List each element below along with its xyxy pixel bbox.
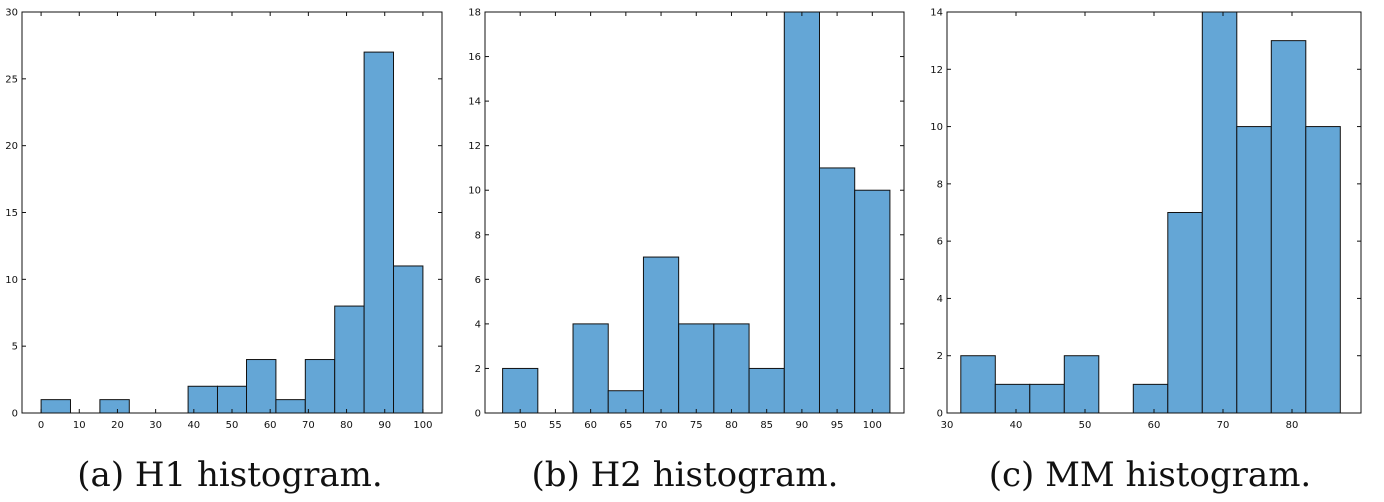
histogram-h2-chart: 50 55 60 65 70 75 80 85 90 95 100 0 2 4 6 8 10 12 14 16 18 bbox=[468, 8, 905, 431]
bar-mm-9 bbox=[1270, 40, 1307, 414]
bar-h2-10 bbox=[854, 189, 891, 414]
x-tick-label: 90 bbox=[378, 420, 391, 431]
histogram-h1-panel: 0 10 20 30 40 50 60 70 80 90 100 0 5 10 15 20 25 30 bbox=[0, 0, 450, 431]
x-tick-label: 65 bbox=[619, 420, 632, 431]
histogram-mm-panel: 30 40 50 60 70 80 0 2 4 6 8 10 12 14 bbox=[910, 0, 1380, 431]
bar-h2-4 bbox=[642, 256, 680, 414]
caption-h1: (a) H1 histogram. bbox=[77, 455, 383, 495]
x-tick-label: 100 bbox=[413, 420, 432, 431]
x-tick-label: 70 bbox=[1217, 420, 1230, 431]
y-tick-label: 6 bbox=[937, 237, 943, 248]
x-tick-label: 60 bbox=[584, 420, 597, 431]
x-tick-label: 20 bbox=[111, 420, 124, 431]
x-tick-label: 60 bbox=[1148, 420, 1161, 431]
x-tick-label: 95 bbox=[831, 420, 844, 431]
x-tick-label: 10 bbox=[73, 420, 86, 431]
y-tick-label: 12 bbox=[468, 141, 481, 152]
y-tick-label: 6 bbox=[475, 275, 481, 286]
y-tick-label: 14 bbox=[468, 97, 481, 108]
y-tick-label: 16 bbox=[468, 52, 481, 63]
bar-h2-8 bbox=[783, 11, 820, 414]
x-tick-label: 40 bbox=[187, 420, 200, 431]
y-tick-label: 20 bbox=[5, 141, 18, 152]
x-tick-label: 50 bbox=[1079, 420, 1092, 431]
x-tick-label: 0 bbox=[38, 420, 44, 431]
bar-h1-6 bbox=[216, 385, 248, 414]
y-tick-label: 10 bbox=[468, 186, 481, 197]
x-tick-label: 100 bbox=[863, 420, 882, 431]
y-tick-label: 5 bbox=[12, 342, 18, 353]
bar-mm-5 bbox=[1132, 383, 1169, 414]
bar-mm-8 bbox=[1236, 126, 1272, 414]
bar-mm-1 bbox=[994, 383, 1031, 414]
x-tick-label: 30 bbox=[941, 420, 954, 431]
bar-h1-5 bbox=[187, 385, 218, 414]
bar-mm-10 bbox=[1305, 126, 1341, 414]
bar-h2-5 bbox=[678, 323, 715, 414]
bar-mm-6 bbox=[1167, 212, 1203, 414]
bar-h2-0 bbox=[502, 367, 539, 414]
x-tick-label: 60 bbox=[264, 420, 277, 431]
y-tick-label: 8 bbox=[937, 179, 943, 190]
y-tick-label: 4 bbox=[475, 319, 481, 330]
y-tick-label: 18 bbox=[468, 8, 481, 19]
bar-mm-3 bbox=[1063, 355, 1100, 414]
x-tick-label: 40 bbox=[1010, 420, 1023, 431]
histogram-h2-panel: 50 55 60 65 70 75 80 85 90 95 100 0 2 4 6 8 10 12 14 16 18 bbox=[455, 0, 905, 431]
x-tick-label: 80 bbox=[725, 420, 738, 431]
y-tick-label: 10 bbox=[5, 275, 18, 286]
histogram-h1-chart: 0 10 20 30 40 50 60 70 80 90 100 0 5 10 15 20 25 30 bbox=[5, 8, 443, 431]
y-tick-label: 12 bbox=[930, 65, 943, 76]
histogram-mm-chart: 30 40 50 60 70 80 0 2 4 6 8 10 12 14 bbox=[930, 8, 1362, 431]
y-tick-label: 25 bbox=[5, 74, 18, 85]
axes-frame bbox=[484, 11, 905, 414]
y-tick-label: 2 bbox=[475, 364, 481, 375]
x-tick-label: 50 bbox=[514, 420, 527, 431]
bar-h1-7 bbox=[246, 359, 277, 414]
x-tick-label: 80 bbox=[340, 420, 353, 431]
y-tick-label: 0 bbox=[937, 409, 943, 420]
y-tick-label: 2 bbox=[937, 351, 943, 362]
x-tick-label: 80 bbox=[1286, 420, 1299, 431]
bar-h2-7 bbox=[748, 367, 785, 414]
bar-h1-10 bbox=[334, 305, 365, 414]
x-tick-label: 90 bbox=[796, 420, 809, 431]
x-tick-label: 30 bbox=[149, 420, 162, 431]
x-tick-label: 70 bbox=[302, 420, 315, 431]
y-tick-label: 4 bbox=[937, 294, 943, 305]
y-tick-label: 15 bbox=[5, 208, 18, 219]
bar-mm-2 bbox=[1029, 383, 1065, 414]
y-tick-label: 0 bbox=[12, 409, 18, 420]
caption-mm: (c) MM histogram. bbox=[988, 455, 1312, 495]
x-tick-label: 70 bbox=[655, 420, 668, 431]
bar-mm-0 bbox=[960, 355, 996, 414]
x-tick-label: 75 bbox=[690, 420, 703, 431]
caption-h2: (b) H2 histogram. bbox=[531, 455, 839, 495]
y-tick-label: 10 bbox=[930, 122, 943, 133]
bar-h1-0 bbox=[40, 399, 71, 414]
bar-h1-11 bbox=[363, 51, 395, 414]
bar-h1-8 bbox=[275, 399, 306, 414]
bar-mm-7 bbox=[1201, 11, 1238, 414]
bar-h1-12 bbox=[393, 265, 424, 414]
y-tick-label: 0 bbox=[475, 409, 481, 420]
bar-h1-2 bbox=[99, 399, 130, 414]
y-tick-label: 8 bbox=[475, 230, 481, 241]
bar-h2-6 bbox=[713, 323, 750, 414]
x-tick-label: 85 bbox=[760, 420, 773, 431]
x-tick-label: 50 bbox=[226, 420, 239, 431]
y-tick-label: 30 bbox=[5, 8, 18, 19]
x-tick-label: 55 bbox=[549, 420, 562, 431]
y-tick-label: 14 bbox=[930, 8, 943, 19]
bar-h1-9 bbox=[304, 359, 336, 414]
bar-h2-9 bbox=[818, 167, 856, 414]
bar-h2-2 bbox=[572, 323, 609, 414]
